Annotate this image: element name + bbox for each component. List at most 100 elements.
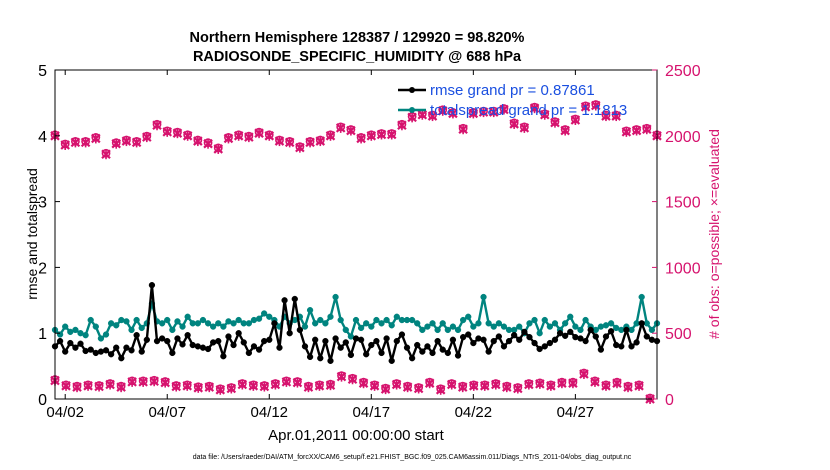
series-evaluated-high	[50, 100, 662, 160]
x-axis-label: Apr.01,2011 00:00:00 start	[268, 427, 445, 444]
obs-evaluated-marker	[83, 380, 93, 391]
chart-subtitle: RADIOSONDE_SPECIFIC_HUMIDITY @ 688 hPa	[193, 49, 522, 65]
series-rmse-point	[332, 335, 339, 342]
obs-evaluated-marker	[305, 137, 315, 148]
series-totalspread-point	[199, 316, 207, 324]
plot-frame	[54, 69, 658, 400]
series-rmse-point	[118, 355, 125, 362]
series-rmse-point	[393, 337, 400, 345]
series-totalspread	[51, 293, 661, 342]
series-rmse-point	[643, 333, 650, 340]
series-totalspread-point	[164, 316, 171, 324]
series-rmse-point	[301, 343, 309, 350]
series-totalspread-point	[357, 324, 365, 332]
obs-evaluated-marker	[591, 100, 601, 111]
obs-evaluated-marker	[270, 379, 281, 390]
series-totalspread-point	[128, 326, 135, 334]
obs-evaluated-marker	[226, 383, 237, 394]
series-rmse-point	[352, 335, 360, 342]
series-rmse-point	[322, 337, 329, 345]
obs-evaluated-marker	[94, 381, 104, 392]
y-left-tick-label: 2	[38, 260, 47, 277]
series-totalspread-point	[536, 330, 543, 337]
series-rmse-point	[511, 332, 518, 339]
series-totalspread-point	[475, 320, 482, 327]
series-totalspread-point	[526, 320, 533, 327]
series-rmse-point	[592, 333, 599, 340]
series-rmse-point	[199, 344, 207, 351]
series-totalspread-point	[424, 323, 431, 330]
series-totalspread-point	[465, 313, 472, 320]
obs-evaluated-marker	[621, 126, 632, 137]
obs-evaluated-marker	[315, 136, 326, 147]
series-rmse-point	[490, 337, 497, 345]
series-totalspread-point	[113, 322, 120, 329]
obs-evaluated-marker	[539, 109, 550, 120]
obs-evaluated-marker	[264, 130, 275, 141]
series-rmse-point	[240, 339, 247, 346]
series-totalspread-point	[388, 322, 395, 329]
series-rmse-point	[388, 357, 395, 364]
series-rmse-point	[373, 337, 380, 345]
series-rmse-point	[613, 341, 620, 349]
obs-evaluated-marker	[557, 378, 567, 389]
y-axis-right: 0 500 1000 1500 2000 2500	[652, 63, 701, 409]
obs-evaluated-marker	[70, 137, 81, 148]
series-totalspread-point	[429, 320, 436, 327]
series-totalspread-point	[648, 326, 656, 334]
plot-area	[50, 100, 662, 404]
series-totalspread-point	[449, 323, 457, 330]
obs-evaluated-marker	[213, 143, 224, 154]
obs-evaluated-marker	[215, 384, 226, 395]
obs-evaluated-marker	[105, 379, 115, 390]
legend-marker-1	[409, 107, 415, 113]
series-rmse-point	[123, 344, 130, 351]
series-totalspread-point	[454, 326, 462, 334]
y-right-tick-label: 500	[665, 326, 692, 343]
series-totalspread-point	[470, 323, 477, 330]
series-evaluated-low	[50, 368, 655, 404]
series-rmse-point	[363, 351, 370, 358]
series-rmse-point	[153, 337, 161, 345]
series-rmse-point	[516, 336, 523, 343]
series-rmse-point	[174, 335, 181, 342]
series-rmse-point	[495, 333, 502, 340]
series-totalspread-point	[174, 318, 181, 325]
series-rmse-point	[521, 328, 528, 336]
series-totalspread-point	[373, 316, 380, 324]
series-rmse-point	[210, 339, 217, 346]
series-rmse-point	[648, 336, 656, 343]
obs-evaluated-marker	[131, 137, 142, 148]
legend-marker-0	[409, 87, 415, 93]
series-totalspread-point	[342, 326, 349, 334]
series-rmse-point	[62, 348, 69, 355]
series-rmse-point	[505, 337, 513, 345]
series-totalspread-point	[56, 331, 64, 338]
obs-evaluated-marker	[204, 382, 215, 393]
obs-evaluated-marker	[397, 120, 407, 131]
series-totalspread-point	[138, 324, 145, 332]
series-rmse-point	[398, 331, 406, 338]
series-rmse-point	[317, 355, 324, 362]
y-right-tick-label: 1000	[665, 260, 701, 277]
obs-evaluated-marker	[369, 380, 380, 391]
series-totalspread-point	[500, 323, 508, 330]
series-totalspread-point	[582, 316, 589, 324]
obs-evaluated-marker	[244, 132, 254, 143]
series-rmse-point	[261, 337, 268, 345]
series-rmse-point	[567, 328, 574, 336]
series-rmse-point	[164, 337, 171, 345]
series-totalspread-point	[97, 335, 105, 342]
series-totalspread-point	[531, 316, 538, 324]
series-rmse-point	[607, 328, 615, 335]
obs-evaluated-marker	[580, 101, 591, 112]
series-totalspread-point	[562, 320, 569, 327]
obs-evaluated-marker	[590, 376, 600, 387]
series-rmse-point	[189, 341, 196, 349]
series-rmse-point	[266, 336, 273, 343]
obs-evaluated-marker	[233, 130, 244, 141]
obs-evaluated-marker	[121, 136, 132, 147]
series-rmse-point	[403, 344, 411, 351]
obs-evaluated-marker	[292, 377, 303, 388]
